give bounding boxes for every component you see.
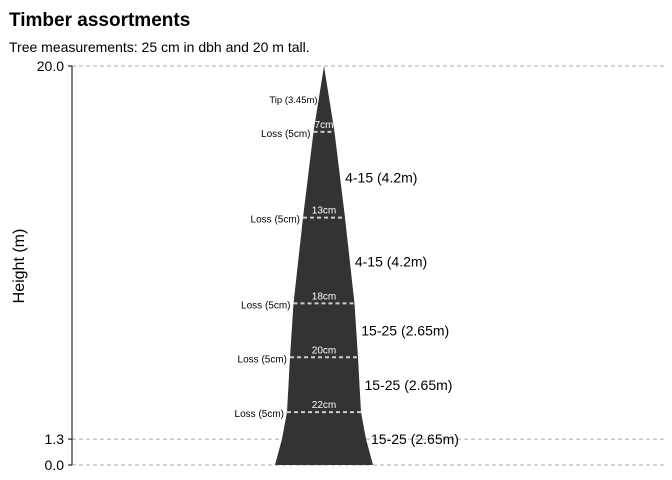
tip-label: Tip (3.45m)	[269, 95, 317, 106]
loss-label: Loss (5cm)	[238, 354, 287, 365]
segment-label: 15-25 (2.65m)	[361, 322, 449, 338]
diameter-label: 22cm	[312, 400, 336, 411]
segment-label: 15-25 (2.65m)	[365, 377, 453, 393]
diameter-label: 20cm	[312, 345, 336, 356]
diameter-label: 13cm	[312, 206, 336, 217]
chart-subtitle: Tree measurements: 25 cm in dbh and 20 m…	[9, 39, 310, 55]
y-tick-label: 0.0	[45, 457, 65, 473]
loss-label: Loss (5cm)	[241, 300, 290, 311]
segment-label: 15-25 (2.65m)	[371, 431, 459, 447]
y-axis-label: Height (m)	[11, 229, 28, 304]
diameter-label: 18cm	[312, 291, 336, 302]
tree-profile	[275, 66, 373, 465]
loss-label: Loss (5cm)	[251, 215, 300, 226]
diameter-label: 7cm	[315, 120, 334, 131]
y-tick-label: 1.3	[45, 431, 65, 447]
loss-label: Loss (5cm)	[261, 129, 310, 140]
segment-label: 4-15 (4.2m)	[345, 170, 417, 186]
loss-label: Loss (5cm)	[235, 409, 284, 420]
chart-title: Timber assortments	[9, 10, 190, 31]
segment-label: 4-15 (4.2m)	[355, 254, 427, 270]
y-tick-label: 20.0	[37, 58, 64, 74]
